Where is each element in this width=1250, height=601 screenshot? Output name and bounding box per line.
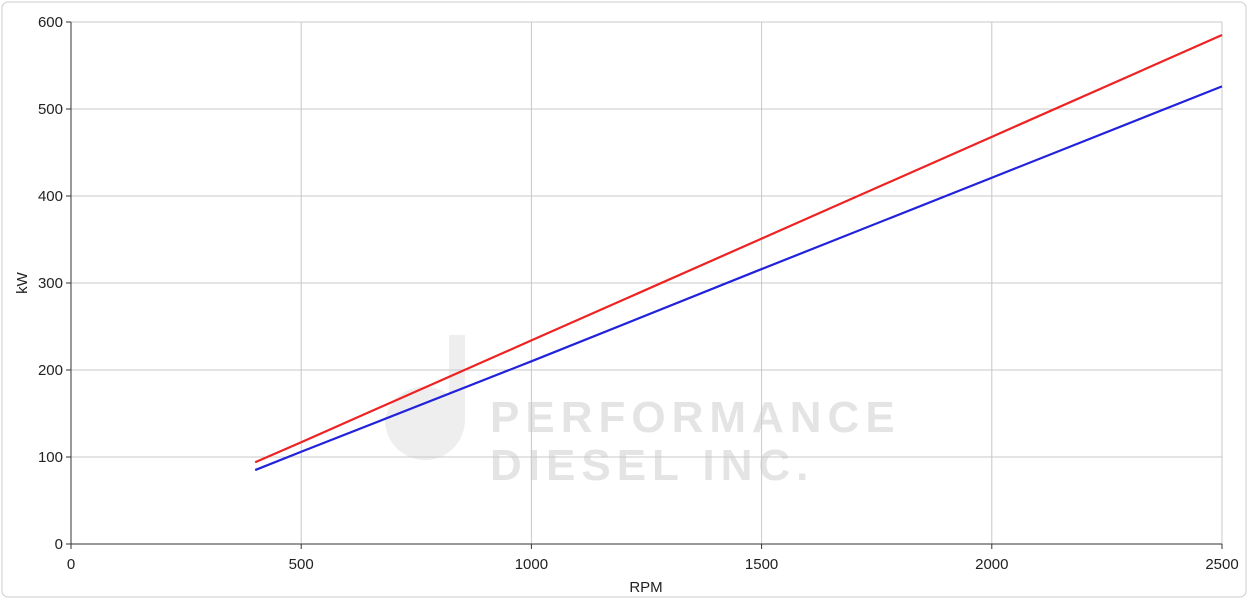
y-tick-label: 400 [38, 188, 63, 205]
y-tick-label: 600 [38, 14, 63, 31]
x-tick-label: 2500 [1205, 556, 1238, 573]
x-axis-label: RPM [629, 579, 662, 596]
line [254, 85, 1223, 472]
x-tick-label: 1000 [515, 556, 548, 573]
y-axis-label: kW [14, 271, 31, 294]
x-tick-label: 2000 [975, 556, 1008, 573]
y-tick-label: 300 [38, 275, 63, 292]
x-tick-label: 1500 [745, 556, 778, 573]
watermark-text: DIESEL INC. [490, 441, 814, 490]
watermark-text: PERFORMANCE [490, 393, 901, 442]
watermark: PERFORMANCE DIESEL INC. [385, 335, 901, 490]
x-tick-label: 0 [67, 556, 75, 573]
x-tick-label: 500 [289, 556, 314, 573]
y-tick-label: 200 [38, 362, 63, 379]
y-tick-label: 100 [38, 449, 63, 466]
y-tick-label: 500 [38, 101, 63, 118]
line [254, 34, 1223, 464]
y-tick-label: 0 [55, 536, 63, 553]
